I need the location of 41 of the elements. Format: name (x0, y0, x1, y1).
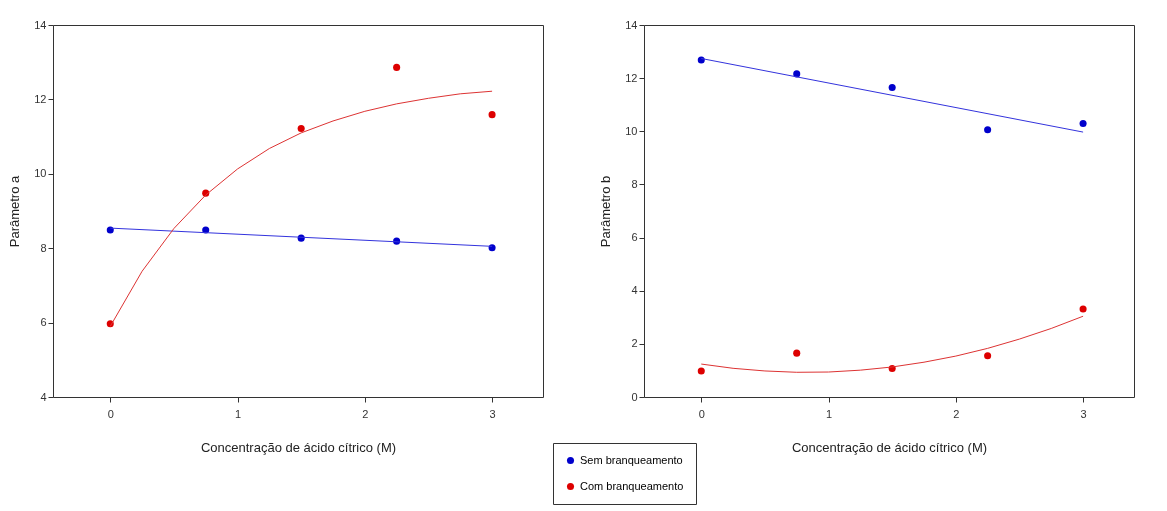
y-tick-label: 14 (625, 18, 638, 31)
legend-label: Sem branqueamento (580, 453, 683, 466)
x-tick-label: 3 (1080, 407, 1087, 420)
x-tick-label: 3 (489, 407, 496, 420)
y-tick-label: 14 (34, 18, 47, 31)
y-axis-title: Parâmetro a (7, 174, 23, 248)
y-axis-title: Parâmetro b (598, 175, 614, 248)
point (697, 367, 705, 375)
point (488, 244, 496, 252)
point (793, 349, 801, 357)
point (888, 83, 896, 91)
point (984, 352, 992, 360)
y-tick-label: 2 (631, 337, 638, 350)
x-tick-label: 1 (234, 407, 242, 420)
y-tick-label: 12 (625, 71, 638, 84)
x-axis-title: Concentração de ácido cítrico (M) (200, 439, 397, 455)
x-tick-label: 1 (825, 407, 833, 420)
x-tick-label: 0 (107, 407, 114, 420)
point (1079, 305, 1087, 313)
y-tick-label: 10 (34, 167, 47, 180)
point (1079, 120, 1087, 128)
y-tick-label: 8 (631, 177, 638, 190)
point (393, 63, 401, 71)
point (488, 111, 496, 119)
y-tick-label: 0 (631, 390, 638, 403)
point (297, 124, 305, 132)
x-axis-title: Concentração de ácido cítrico (M) (791, 439, 988, 455)
y-tick-label: 4 (631, 284, 638, 297)
y-tick-label: 4 (40, 390, 47, 403)
y-tick-label: 6 (631, 231, 638, 244)
point (106, 226, 114, 234)
point (984, 126, 992, 134)
y-tick-label: 10 (625, 124, 638, 137)
y-tick-label: 8 (40, 241, 47, 254)
line-series (700, 315, 1084, 373)
y-tick-label: 12 (34, 92, 47, 105)
legend-label: Com branqueamento (580, 479, 684, 492)
x-tick-label: 2 (953, 407, 960, 420)
x-tick-label: 0 (698, 407, 705, 420)
x-tick-label: 2 (362, 407, 369, 420)
y-tick-label: 6 (40, 316, 47, 329)
